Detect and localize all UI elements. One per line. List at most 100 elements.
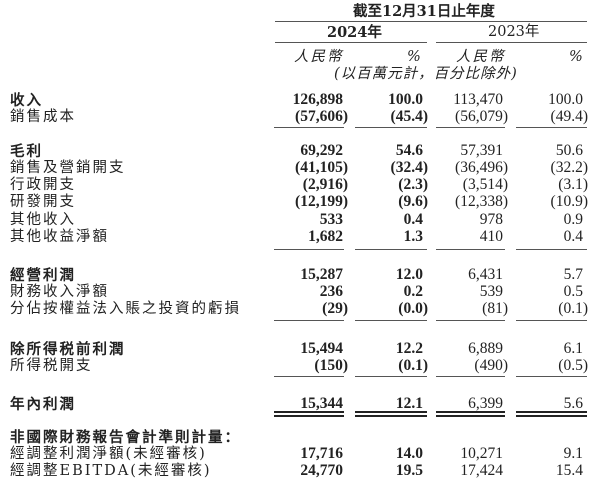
year-2024-heading: 2024年	[327, 24, 382, 41]
cell-pct-2023: (49.4)	[550, 108, 588, 125]
underline	[516, 249, 587, 250]
underline	[436, 320, 505, 321]
cell-rmb-2023: 6,399	[468, 395, 503, 412]
currency-2023: 人民幣	[456, 49, 506, 65]
underline	[436, 376, 505, 377]
row-label: 財務收入淨額	[10, 284, 109, 300]
underline	[355, 411, 427, 413]
cell-pct-2023: 15.4	[555, 462, 583, 479]
cell-rmb-2023: 539	[479, 283, 503, 300]
cell-pct-2023: (0.1)	[558, 300, 588, 317]
underline	[274, 127, 344, 128]
cell-pct-2024: (45.4)	[390, 108, 428, 125]
cell-rmb-2023: 6,889	[468, 340, 503, 357]
cell-rmb-2023: 978	[479, 211, 503, 228]
cell-rmb-2024: (57,606)	[295, 108, 348, 125]
cell-pct-2024: 0.4	[403, 211, 423, 228]
unit-note: (以百萬元計，百分比除外)	[334, 66, 518, 82]
cell-pct-2024: (9.6)	[398, 193, 428, 210]
currency-2024: 人民幣	[294, 49, 344, 65]
cell-pct-2024: 54.6	[395, 142, 423, 159]
underline	[355, 415, 427, 417]
row-label: 毛利	[10, 143, 43, 160]
underline	[355, 127, 427, 128]
row-label: 其他收益淨額	[10, 229, 109, 245]
cell-rmb-2024: (2,916)	[302, 176, 348, 193]
underline	[274, 411, 344, 413]
cell-rmb-2023: (3,514)	[462, 176, 508, 193]
percent-2024: %	[407, 49, 421, 65]
cell-rmb-2023: (81)	[482, 300, 508, 317]
underline	[436, 411, 505, 413]
cell-pct-2023: 6.1	[563, 340, 583, 357]
year-2023-heading: 2023年	[488, 24, 540, 40]
cell-pct-2024: (2.3)	[398, 176, 428, 193]
cell-rmb-2024: 15,344	[300, 395, 343, 412]
cell-pct-2024: 14.0	[395, 445, 423, 462]
cell-rmb-2023: (490)	[474, 357, 508, 374]
underline	[355, 320, 427, 321]
cell-pct-2023: 5.7	[563, 266, 583, 283]
underline	[274, 376, 344, 377]
cell-pct-2023: 9.1	[563, 445, 583, 462]
cell-rmb-2023: (56,079)	[455, 108, 508, 125]
cell-pct-2023: (32.2)	[550, 159, 588, 176]
cell-rmb-2023: 17,424	[460, 462, 503, 479]
underline	[436, 127, 505, 128]
cell-pct-2024: 12.0	[395, 266, 423, 283]
underline	[516, 415, 587, 417]
underline	[516, 320, 587, 321]
cell-rmb-2023: (36,496)	[455, 159, 508, 176]
cell-rmb-2023: 113,470	[453, 91, 503, 108]
row-label: 分佔按權益法入賬之投資的虧損	[10, 301, 241, 317]
divider	[436, 42, 587, 43]
row-label: 經營利潤	[10, 267, 76, 284]
cell-pct-2023: (3.1)	[558, 176, 588, 193]
cell-rmb-2023: 57,391	[460, 142, 503, 159]
cell-rmb-2024: (150)	[314, 357, 348, 374]
cell-pct-2023: 5.6	[563, 395, 583, 412]
row-label: 行政開支	[10, 177, 76, 193]
row-label: 經調整EBITDA(未經審核)	[10, 463, 212, 479]
row-label: 非國際財務報告會計準則計量：	[10, 429, 241, 446]
cell-rmb-2024: (29)	[322, 300, 348, 317]
row-label: 銷售及營銷開支	[10, 160, 126, 176]
cell-pct-2024: 0.2	[403, 283, 423, 300]
underline	[355, 376, 427, 377]
row-label: 其他收入	[10, 212, 76, 228]
cell-rmb-2024: 126,898	[292, 91, 343, 108]
cell-rmb-2024: 15,494	[300, 340, 343, 357]
cell-rmb-2024: 15,287	[300, 266, 343, 283]
row-label: 銷售成本	[10, 109, 76, 125]
cell-rmb-2023: 410	[479, 228, 503, 245]
cell-pct-2023: 50.6	[555, 142, 583, 159]
cell-pct-2024: 12.2	[395, 340, 423, 357]
cell-pct-2023: (0.5)	[558, 357, 588, 374]
underline	[274, 249, 344, 250]
underline	[355, 249, 427, 250]
cell-rmb-2024: 24,770	[300, 462, 343, 479]
row-label: 研發開支	[10, 194, 76, 210]
underline	[516, 411, 587, 413]
underline	[436, 415, 505, 417]
cell-pct-2023: 0.9	[563, 211, 583, 228]
row-label: 年內利潤	[10, 396, 76, 413]
row-label: 除所得税前利潤	[10, 341, 126, 358]
cell-pct-2024: (32.4)	[390, 159, 428, 176]
cell-rmb-2024: (41,105)	[295, 159, 348, 176]
cell-pct-2024: (0.0)	[398, 300, 428, 317]
cell-rmb-2023: 6,431	[468, 266, 503, 283]
cell-pct-2024: 100.0	[388, 91, 423, 108]
row-label: 經調整利潤淨額(未經審核)	[10, 446, 207, 462]
cell-pct-2023: 0.4	[563, 228, 583, 245]
cell-rmb-2024: (12,199)	[295, 193, 348, 210]
row-label: 所得税開支	[10, 358, 93, 374]
row-label: 收入	[10, 92, 43, 109]
divider	[275, 21, 587, 22]
underline	[436, 249, 505, 250]
underline	[274, 415, 344, 417]
underline	[516, 376, 587, 377]
cell-pct-2023: 0.5	[563, 283, 583, 300]
cell-pct-2024: (0.1)	[398, 357, 428, 374]
cell-rmb-2024: 69,292	[300, 142, 343, 159]
